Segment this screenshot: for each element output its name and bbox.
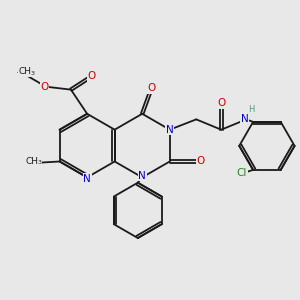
Text: methyl: methyl	[17, 72, 22, 74]
Text: N: N	[166, 125, 174, 135]
Text: O: O	[147, 83, 156, 93]
Text: O: O	[40, 82, 49, 92]
Text: O: O	[87, 71, 96, 81]
Text: N: N	[138, 171, 146, 181]
Text: 3: 3	[38, 160, 42, 165]
Text: CH: CH	[25, 157, 38, 166]
Text: H: H	[248, 106, 255, 115]
Text: O: O	[196, 157, 204, 166]
Text: O: O	[217, 98, 225, 108]
Text: N: N	[83, 174, 91, 184]
Text: CH: CH	[18, 68, 31, 76]
Text: N: N	[241, 114, 249, 124]
Text: 3: 3	[31, 70, 35, 76]
Text: Cl: Cl	[237, 168, 247, 178]
